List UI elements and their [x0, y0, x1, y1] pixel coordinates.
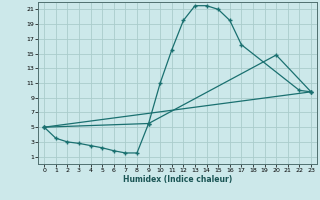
X-axis label: Humidex (Indice chaleur): Humidex (Indice chaleur)	[123, 175, 232, 184]
